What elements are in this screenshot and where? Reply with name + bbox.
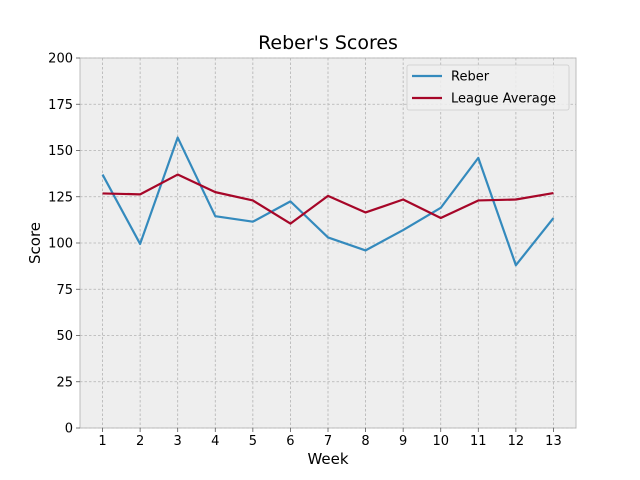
x-tick-label: 13: [545, 434, 562, 449]
series-lines: [101, 136, 555, 267]
y-tick-label: 0: [65, 422, 73, 437]
legend-box: [406, 64, 570, 111]
y-tick-label: 175: [48, 98, 73, 113]
y-axis-label: Score: [26, 222, 44, 264]
x-tick-label: 12: [508, 434, 525, 449]
y-tick-label: 50: [56, 329, 73, 344]
x-tick-label: 2: [136, 434, 144, 449]
legend: Reber League Average: [406, 64, 570, 111]
x-tick-label: 3: [174, 434, 182, 449]
y-tick-label: 150: [48, 144, 73, 159]
x-axis-label: Week: [307, 450, 348, 468]
x-tick-label: 1: [98, 434, 106, 449]
chart-title: Reber's Scores: [258, 32, 398, 54]
legend-label: League Average: [451, 92, 556, 107]
y-tick-label: 200: [48, 52, 73, 67]
series-line-0: [101, 136, 555, 267]
x-tick-label: 11: [470, 434, 487, 449]
y-tick-label: 125: [48, 190, 73, 205]
x-tick-label: 9: [399, 434, 407, 449]
x-tick-label: 8: [361, 434, 369, 449]
x-tick-label: 10: [432, 434, 449, 449]
series-line-1: [102, 173, 554, 225]
y-tick-label: 100: [48, 237, 73, 252]
y-tick-label: 75: [56, 283, 73, 298]
x-tick-label: 7: [324, 434, 332, 449]
x-tick-label: 5: [249, 434, 257, 449]
x-tick-label: 6: [286, 434, 294, 449]
y-tick-label: 25: [56, 375, 73, 390]
x-tick-label: 4: [211, 434, 219, 449]
legend-label: Reber: [451, 70, 490, 85]
